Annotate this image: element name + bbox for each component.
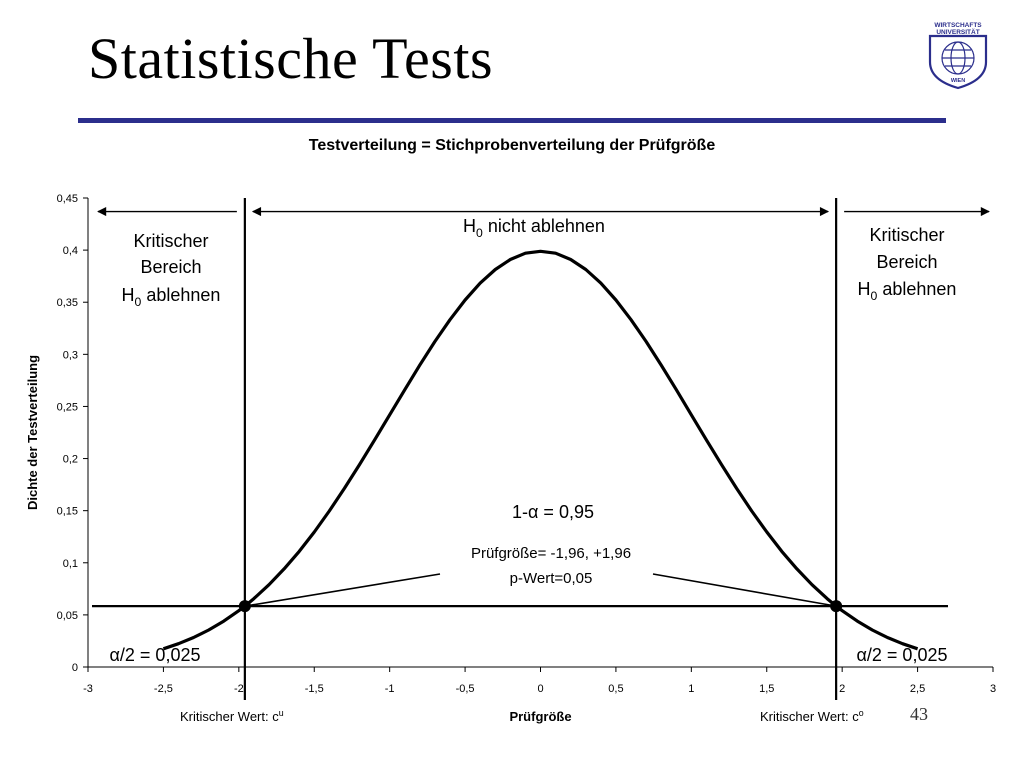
x-tick-label: 2,5 [910, 683, 925, 695]
x-tick-label: -1 [385, 683, 395, 695]
x-tick-label: -2,5 [154, 683, 173, 695]
logo-text-line1: WIRTSCHAFTS [934, 22, 982, 29]
y-tick-label: 0,45 [57, 193, 78, 205]
alpha-half-right-label: α/2 = 0,025 [857, 645, 948, 665]
y-tick-label: 0,35 [57, 297, 78, 309]
critical-value-lower-label: Kritischer Wert: cu [180, 708, 284, 724]
test-statistic-label: Prüfgröße= -1,96, +1,96 [471, 545, 631, 562]
y-tick-label: 0,15 [57, 506, 78, 518]
chart-title: Testverteilung = Stichprobenverteilung d… [308, 137, 716, 154]
pointer-line-upper [652, 573, 837, 607]
y-tick-label: 0,05 [57, 610, 78, 622]
pointer-line-lower [244, 573, 441, 607]
x-tick-label: 1 [688, 683, 694, 695]
logo-shield-icon [928, 34, 988, 90]
logo-globe-icon [941, 41, 975, 75]
h0-not-reject-label: H0 nicht ablehnen [463, 216, 605, 240]
right-region-label-line2: Bereich [876, 252, 937, 272]
left-region-label-line1: Kritischer [133, 231, 208, 251]
slide-title: Statistische Tests [88, 26, 494, 91]
density-curve [162, 249, 919, 651]
x-tick-label: 0,5 [608, 683, 623, 695]
y-tick-label: 0,1 [63, 558, 78, 570]
title-underline [78, 118, 946, 123]
y-tick-label: 0,25 [57, 401, 78, 413]
slide-number: 43 [910, 704, 928, 724]
left-region-label-line2: Bereich [140, 257, 201, 277]
p-value-label: p-Wert=0,05 [510, 570, 593, 587]
critical-value-upper-label: Kritischer Wert: co [760, 708, 864, 724]
x-tick-label: 0 [537, 683, 543, 695]
right-region-label-line3: H0 ablehnen [858, 279, 957, 303]
y-tick-label: 0,4 [63, 245, 78, 257]
confidence-label: 1-α = 0,95 [512, 502, 594, 522]
y-tick-label: 0,2 [63, 454, 78, 466]
logo-text-line3: WIEN [951, 78, 965, 84]
right-region-label-line1: Kritischer [869, 225, 944, 245]
alpha-half-left-label: α/2 = 0,025 [110, 645, 201, 665]
x-tick-label: 3 [990, 683, 996, 695]
y-axis-label: Dichte der Testverteilung [25, 355, 40, 510]
university-logo: WIRTSCHAFTS UNIVERSITÄT WIEN [928, 22, 988, 90]
x-tick-label: -1,5 [305, 683, 324, 695]
x-tick-label: 2 [839, 683, 845, 695]
x-tick-label: 1,5 [759, 683, 774, 695]
logo-text-line2: UNIVERSITÄT [936, 28, 979, 36]
left-region-label-line3: H0 ablehnen [122, 285, 221, 309]
x-tick-label: -0,5 [456, 683, 475, 695]
y-tick-label: 0 [72, 662, 78, 674]
y-tick-label: 0,3 [63, 349, 78, 361]
x-tick-label: -3 [83, 683, 93, 695]
x-tick-label: -2 [234, 683, 244, 695]
x-axis-label: Prüfgröße [509, 709, 571, 724]
